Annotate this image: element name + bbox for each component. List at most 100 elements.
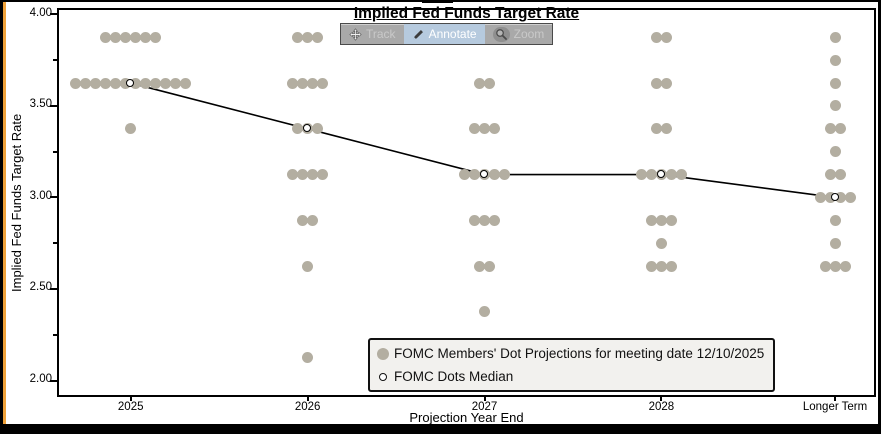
projection-dot <box>80 77 92 89</box>
x-axis-tick <box>834 397 837 401</box>
projection-dot <box>120 31 132 43</box>
pencil-icon <box>412 28 425 41</box>
projection-dot <box>474 260 486 272</box>
magnifier-icon <box>492 26 510 42</box>
legend: FOMC Members' Dot Projections for meetin… <box>368 338 775 392</box>
x-axis-tick <box>483 397 486 401</box>
zoom-button-label: Zoom <box>513 27 545 41</box>
chart-title: Implied Fed Funds Target Rate <box>353 5 580 22</box>
projection-dot <box>130 31 142 43</box>
projection-dot <box>150 31 162 43</box>
projection-dot <box>655 237 667 249</box>
projection-dot <box>292 31 304 43</box>
projection-dot <box>70 77 82 89</box>
projection-dot <box>302 31 314 43</box>
x-axis-tick-label: 2027 <box>471 401 498 413</box>
projection-dot <box>484 77 496 89</box>
median-marker <box>830 192 839 201</box>
legend-dots-label: FOMC Members' Dot Projections for meetin… <box>394 346 765 361</box>
legend-entry-median: FOMC Dots Median <box>377 365 766 388</box>
median-marker <box>126 78 135 87</box>
y-axis-tick-label: 2.00 <box>29 373 52 386</box>
projection-dot <box>655 214 667 226</box>
projection-dot <box>675 169 687 181</box>
y-axis-major-tick <box>50 196 57 199</box>
y-axis-minor-tick <box>53 150 57 153</box>
y-axis-major-tick <box>50 104 57 107</box>
projection-dot <box>110 77 122 89</box>
projection-dot <box>660 31 672 43</box>
track-button[interactable]: Track <box>341 24 404 44</box>
y-axis-minor-tick <box>53 242 57 245</box>
y-axis-minor-tick <box>53 333 57 336</box>
y-axis-tick-label: 3.50 <box>29 98 52 111</box>
annotate-button-label: Annotate <box>428 27 477 41</box>
projection-dot <box>302 352 314 364</box>
projection-dot <box>839 260 851 272</box>
y-axis-tick-label: 4.00 <box>29 6 52 19</box>
projection-dot <box>844 191 856 203</box>
projection-dot <box>834 169 846 181</box>
projection-dot <box>829 54 841 66</box>
projection-dot <box>829 260 841 272</box>
median-marker <box>656 170 665 179</box>
x-axis-tick-label: 2025 <box>117 401 144 413</box>
projection-dot <box>302 260 314 272</box>
x-axis-tick-label: 2026 <box>294 401 321 413</box>
projection-dot <box>100 31 112 43</box>
projection-dot <box>110 31 122 43</box>
y-axis-major-tick <box>50 13 57 16</box>
projection-dot <box>479 214 491 226</box>
y-axis-major-tick <box>50 287 57 290</box>
projection-dot <box>120 77 132 89</box>
projection-dot <box>834 123 846 135</box>
projection-dot <box>645 214 657 226</box>
top-edge-notch <box>422 0 453 3</box>
projection-dot <box>824 123 836 135</box>
projection-dot <box>655 260 667 272</box>
projection-dot <box>660 77 672 89</box>
projection-dot <box>829 77 841 89</box>
annotate-button[interactable]: Annotate <box>403 24 485 44</box>
left-accent-stripe <box>3 2 6 424</box>
projection-dot <box>829 214 841 226</box>
projection-dot <box>479 306 491 318</box>
move-icon <box>349 27 362 41</box>
x-axis-tick <box>660 397 663 401</box>
projection-dot <box>90 77 102 89</box>
projection-dot <box>650 31 662 43</box>
x-axis-title: Projection Year End <box>409 410 524 425</box>
legend-median-label: FOMC Dots Median <box>394 369 514 384</box>
projection-dot <box>100 77 112 89</box>
x-axis-tick-label: 2028 <box>648 401 675 413</box>
projection-dot <box>834 191 846 203</box>
projection-dot <box>307 214 319 226</box>
zoom-button[interactable]: Zoom <box>485 24 553 44</box>
projection-dot <box>665 214 677 226</box>
projection-dot <box>824 169 836 181</box>
projection-dot <box>819 260 831 272</box>
x-axis-tick-label: Longer Term <box>802 401 868 413</box>
projection-dot <box>829 146 841 158</box>
x-axis-tick <box>129 397 132 401</box>
legend-open-circle-marker <box>379 372 387 381</box>
projection-dot <box>829 100 841 112</box>
projection-dot <box>645 260 657 272</box>
track-button-label: Track <box>366 27 396 41</box>
projection-dot <box>180 77 192 89</box>
plot-area <box>57 8 876 397</box>
y-axis-tick-label: 3.00 <box>29 189 52 202</box>
projection-dot <box>829 237 841 249</box>
x-axis-tick <box>306 397 309 401</box>
y-axis-major-tick <box>50 379 57 382</box>
projection-dot <box>469 214 481 226</box>
projection-dot <box>297 214 309 226</box>
legend-filled-dot-marker <box>377 347 389 360</box>
projection-dot <box>814 191 826 203</box>
projection-dot <box>317 77 329 89</box>
projection-dot <box>140 31 152 43</box>
chart-toolbar: Track Annotate Zoom <box>340 23 554 45</box>
projection-dot <box>489 214 501 226</box>
projection-dot <box>312 31 324 43</box>
